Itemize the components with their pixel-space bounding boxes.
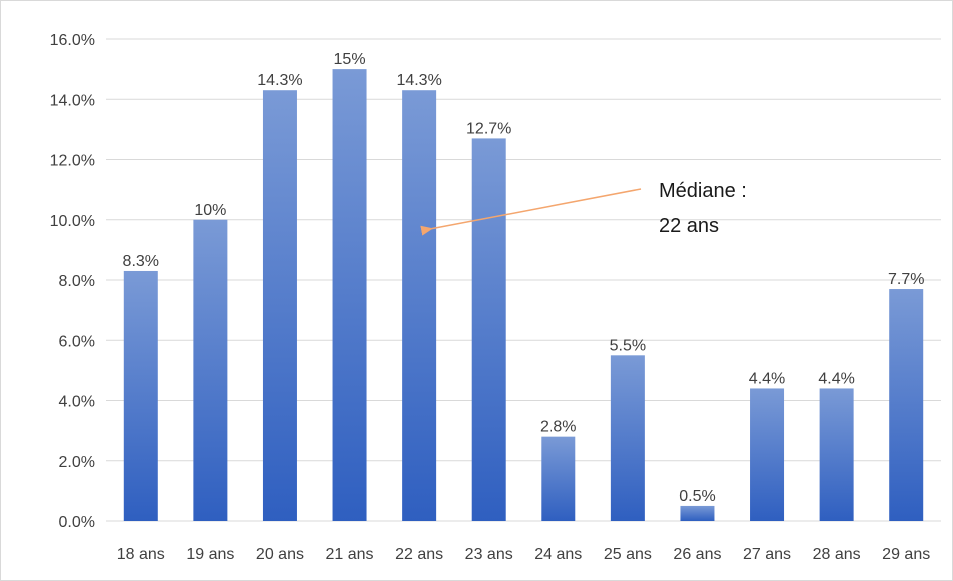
x-tick-label: 18 ans [117, 546, 165, 563]
x-tick-label: 21 ans [326, 546, 374, 563]
data-labels: 8.3% 10% 14.3% 15% 14.3% 12.7% 2.8% 5.5% 0.5% 4.4… [123, 51, 925, 505]
bar [123, 270, 158, 521]
y-tick-label: 0.0% [59, 514, 95, 531]
x-tick-label: 25 ans [604, 546, 652, 563]
bar [402, 90, 437, 522]
x-tick-label: 23 ans [465, 546, 513, 563]
data-label: 15% [334, 51, 366, 68]
bar [332, 69, 367, 521]
x-tick-label: 29 ans [882, 546, 930, 563]
y-tick-label: 16.0% [50, 32, 95, 49]
bar [541, 436, 576, 521]
bar [262, 90, 297, 522]
x-tick-label: 27 ans [743, 546, 791, 563]
data-label: 0.5% [679, 488, 715, 505]
data-label: 4.4% [749, 370, 785, 387]
y-tick-label: 12.0% [50, 153, 95, 170]
bar [471, 138, 506, 521]
y-tick-label: 10.0% [50, 213, 95, 230]
y-tick-label: 4.0% [59, 394, 95, 411]
data-label: 10% [194, 202, 226, 219]
x-tick-label: 20 ans [256, 546, 304, 563]
bar [193, 219, 228, 521]
bar [819, 388, 854, 521]
bar [680, 505, 715, 521]
x-tick-label: 19 ans [186, 546, 234, 563]
y-axis-tick-labels: 0.0% 2.0% 4.0% 6.0% 8.0% 10.0% 12.0% 14.0% 16.0% [50, 32, 95, 531]
bar [750, 388, 785, 521]
data-label: 14.3% [257, 72, 302, 89]
median-annotation-value: 22 ans [659, 215, 719, 237]
data-label: 7.7% [888, 271, 924, 288]
y-tick-label: 8.0% [59, 273, 95, 290]
data-label: 5.5% [610, 337, 646, 354]
data-label: 8.3% [123, 253, 159, 270]
data-label: 2.8% [540, 419, 576, 436]
data-label: 14.3% [396, 72, 441, 89]
data-label: 4.4% [818, 370, 854, 387]
gridlines [106, 38, 941, 522]
data-label: 12.7% [466, 120, 511, 137]
x-tick-label: 24 ans [534, 546, 582, 563]
y-tick-label: 2.0% [59, 454, 95, 471]
median-annotation: Médiane : 22 ans [420, 180, 747, 237]
x-axis-tick-labels: 18 ans 19 ans 20 ans 21 ans 22 ans 23 ans 24 a… [117, 546, 930, 563]
x-tick-label: 28 ans [813, 546, 861, 563]
x-tick-label: 26 ans [673, 546, 721, 563]
bar [889, 289, 924, 521]
bars [123, 69, 924, 522]
y-tick-label: 14.0% [50, 92, 95, 109]
median-annotation-label: Médiane : [659, 180, 747, 202]
x-tick-label: 22 ans [395, 546, 443, 563]
bar [610, 355, 645, 521]
median-arrow [420, 188, 642, 236]
y-tick-label: 6.0% [59, 333, 95, 350]
